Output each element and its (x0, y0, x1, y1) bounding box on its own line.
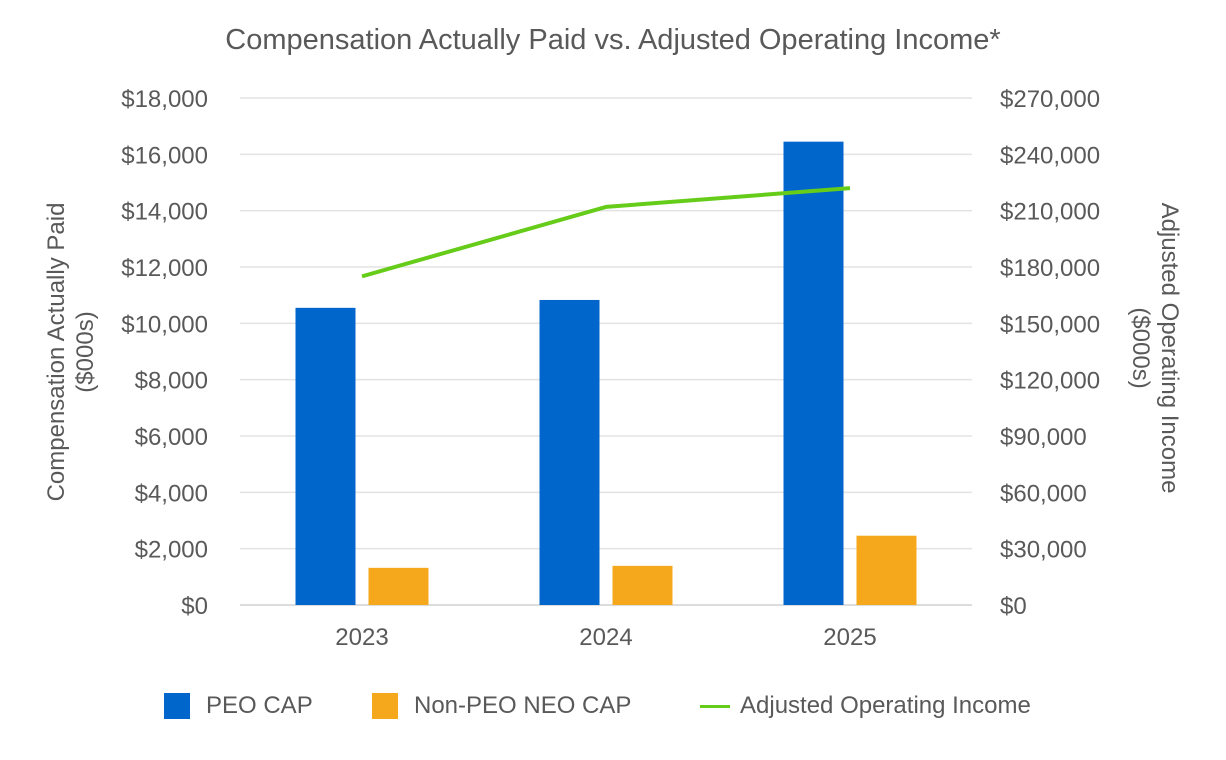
x-tick-label: 2023 (335, 624, 388, 651)
y-axis-title-line: Compensation Actually Paid (43, 203, 70, 502)
bar-non-peo-neo-cap-2024 (612, 565, 673, 605)
line-adjusted-operating-income (361, 186, 851, 279)
y2-axis-title-line: ($000s) (1127, 307, 1154, 388)
y2-tick-label: $30,000 (1000, 537, 1087, 564)
legend-swatch-peo-cap (164, 693, 190, 719)
y-tick-label: $14,000 (121, 199, 208, 226)
y-axis-title-line: ($000s) (72, 311, 99, 392)
y-tick-label: $16,000 (121, 142, 208, 169)
bar-peo-cap-2024 (539, 299, 600, 605)
y2-tick-label: $270,000 (1000, 86, 1100, 113)
legend-item-non-peo-neo-cap: Non-PEO NEO CAP (372, 686, 631, 726)
y2-tick-label: $0 (1000, 593, 1027, 620)
y2-tick-label: $180,000 (1000, 255, 1100, 282)
y2-tick-label: $120,000 (1000, 368, 1100, 395)
y-tick-label: $0 (181, 593, 208, 620)
chart-title: Compensation Actually Paid vs. Adjusted … (225, 24, 1001, 56)
legend-item-adjusted-operating-income: Adjusted Operating Income (700, 686, 1031, 726)
bar-peo-cap-2025 (783, 141, 844, 606)
bar-peo-cap-2023 (295, 307, 356, 605)
x-tick-label: 2024 (579, 624, 632, 651)
legend-item-peo-cap: PEO CAP (164, 686, 313, 726)
y-tick-label: $18,000 (121, 86, 208, 113)
bar-non-peo-neo-cap-2023 (368, 567, 429, 605)
y2-axis-title-line: Adjusted Operating Income (1156, 203, 1183, 494)
y2-tick-label: $210,000 (1000, 199, 1100, 226)
legend-label-non-peo-neo-cap: Non-PEO NEO CAP (414, 692, 632, 719)
legend-swatch-non-peo-neo-cap (372, 693, 398, 719)
y2-axis-title: Adjusted Operating Income($000s) (1127, 203, 1183, 494)
y2-tick-label: $90,000 (1000, 424, 1087, 451)
y-tick-label: $8,000 (135, 368, 208, 395)
x-tick-label: 2025 (823, 624, 876, 651)
legend-swatch-adjusted-operating-income (700, 704, 730, 708)
legend-label-peo-cap: PEO CAP (206, 692, 313, 719)
legend-label-adjusted-operating-income: Adjusted Operating Income (740, 692, 1031, 719)
y2-tick-label: $60,000 (1000, 480, 1087, 507)
y-tick-label: $12,000 (121, 255, 208, 282)
y-tick-label: $2,000 (135, 537, 208, 564)
y2-tick-label: $150,000 (1000, 311, 1100, 338)
y-axis-title: Compensation Actually Paid($000s) (43, 203, 99, 502)
legend: PEO CAP Non-PEO NEO CAP Adjusted Operati… (0, 686, 1226, 726)
y-tick-label: $6,000 (135, 424, 208, 451)
y-tick-label: $4,000 (135, 480, 208, 507)
y-tick-label: $10,000 (121, 311, 208, 338)
bar-non-peo-neo-cap-2025 (856, 535, 917, 605)
y2-tick-label: $240,000 (1000, 142, 1100, 169)
